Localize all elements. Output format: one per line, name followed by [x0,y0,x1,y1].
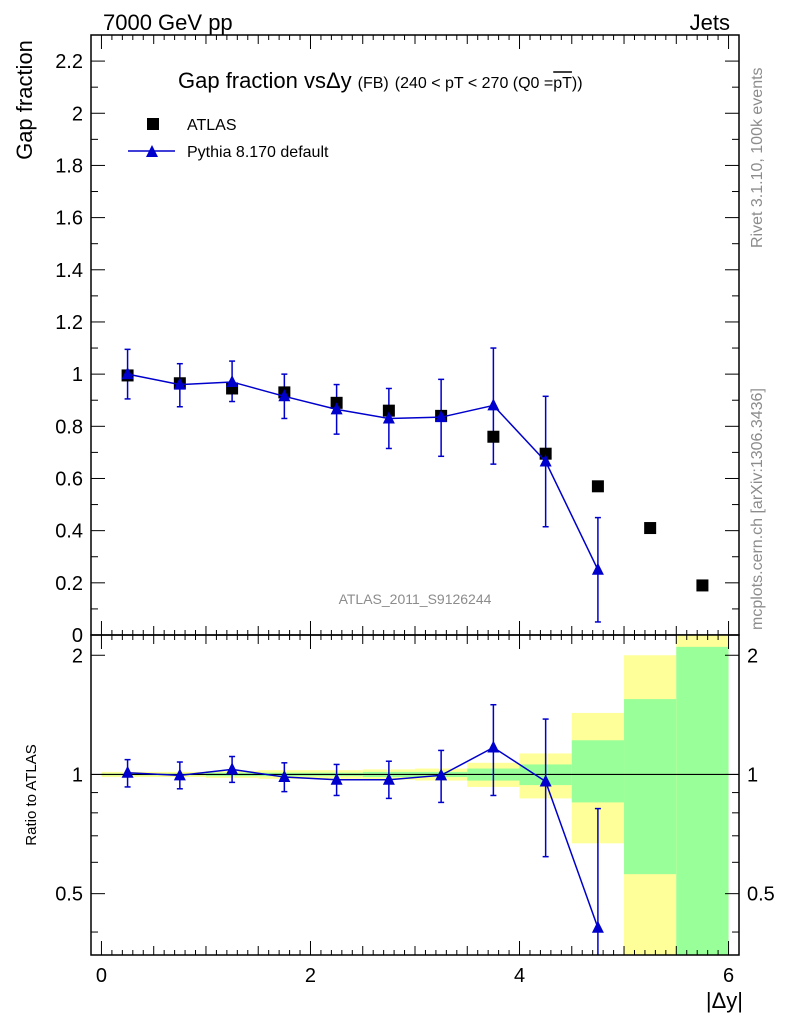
main-y-tick-label: 1 [72,364,83,386]
main-y-tick-label: 0 [72,625,83,647]
legend-atlas-marker [147,118,159,130]
pythia-point [539,454,552,467]
ratio-point [487,740,500,753]
ratio-y-tick-label: 1 [72,764,83,786]
watermark: ATLAS_2011_S9126244 [339,591,492,607]
main-y-tick-label: 1.4 [55,260,83,282]
mcplots-label: mcplots.cern.ch [arXiv:1306.3436] [749,388,766,630]
main-title: Gap fraction vsΔy (FB) (240 < pT < 270 (Q0… [178,68,583,93]
ratio-line [127,746,599,929]
header-right: Jets [690,10,730,35]
main-y-tick-label: 1.6 [55,208,83,230]
ratio-point [330,772,343,785]
ratio-point [435,768,448,781]
ratio-point [539,774,552,787]
ratio-y-tick-label-right: 0.5 [747,884,775,906]
pythia-point [278,389,291,402]
main-y-tick-label: 1.2 [55,312,83,334]
main-y-tick-label: 2.2 [55,51,83,73]
pythia-point [382,411,395,424]
ratio-point [382,772,395,785]
ratio-point [278,770,291,783]
pythia-point [435,410,448,423]
ratio-y-tick-label: 0.5 [55,884,83,906]
atlas-point [487,430,500,443]
ratio-panel: 0.5 0.5 1 1 2 2 0 2 4 6 Ratio to ATLAS |Δy| [23,634,775,1013]
rivet-label: Rivet 3.1.10, 100k events [749,67,766,248]
ratio-ylabel: Ratio to ATLAS [23,744,40,845]
pythia-point [121,367,134,380]
ratio-y-tick-label-right: 1 [747,764,758,786]
pythia-point [487,398,500,411]
atlas-point [644,522,657,535]
pythia-point [173,377,186,390]
pythia-line [127,373,599,571]
legend-pythia-label: Pythia 8.170 default [187,144,329,161]
legend-pythia-marker [146,145,158,157]
ratio-point [173,768,186,781]
legend-atlas-label: ATLAS [187,117,237,134]
green-band [676,646,729,955]
ratio-point [226,762,239,775]
green-band [571,740,625,803]
pythia-point [226,374,239,387]
ratio-y-tick-label: 2 [72,645,83,667]
ratio-x-tick-label: 6 [723,965,734,987]
ratio-x-tick-label: 4 [514,965,525,987]
main-panel: Gap fraction Gap fraction vsΔy (FB) (240 <… [12,34,740,647]
ratio-xlabel: |Δy| [706,988,743,1013]
pythia-point [591,562,604,575]
green-band [624,699,677,875]
atlas-point [696,579,709,592]
main-ylabel: Gap fraction [12,40,37,160]
ratio-frame [90,634,740,956]
ratio-x-tick-label: 2 [305,965,316,987]
atlas-point [382,404,395,417]
pythia-point [330,402,343,415]
ratio-point [121,765,134,778]
main-y-tick-label: 0.2 [55,573,83,595]
header-left: 7000 GeV pp [103,10,233,35]
ratio-point [591,920,604,933]
main-y-tick-label: 2 [72,103,83,125]
atlas-point [591,480,604,493]
main-y-tick-label: 0.4 [55,521,83,543]
main-y-tick-label: 0.8 [55,416,83,438]
main-y-tick-label: 1.8 [55,155,83,177]
atlas-point [539,447,552,460]
ratio-x-tick-label: 0 [96,965,107,987]
ratio-y-tick-label-right: 2 [747,645,758,667]
main-y-tick-label: 0.6 [55,468,83,490]
